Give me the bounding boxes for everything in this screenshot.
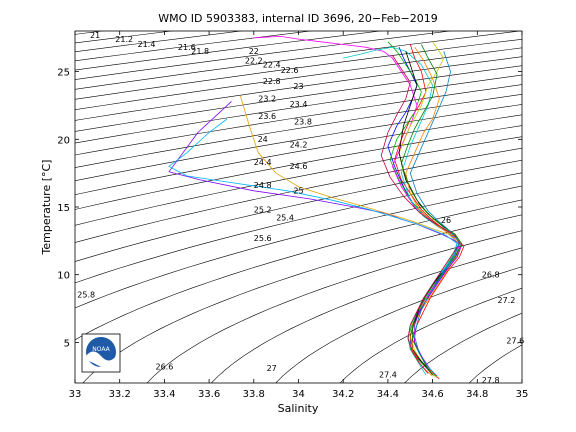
contour-label: 25.4 xyxy=(276,214,294,223)
density-contour-line xyxy=(75,31,522,90)
contour-label: 27.2 xyxy=(497,296,515,305)
x-tick-label: 34.4 xyxy=(377,389,399,400)
contour-label: 21.2 xyxy=(115,35,133,44)
profile-line xyxy=(168,118,458,274)
density-contour-line xyxy=(75,65,522,132)
contour-label: 22.4 xyxy=(263,61,281,70)
noaa-logo: NOAA xyxy=(81,333,121,373)
profile-line xyxy=(409,51,460,377)
y-tick-label: 5 xyxy=(64,338,70,349)
x-tick-label: 33 xyxy=(69,389,82,400)
contour-label: 22.8 xyxy=(263,77,281,86)
x-tick-label: 33.2 xyxy=(109,389,131,400)
contour-label: 24.8 xyxy=(254,181,272,190)
x-tick-label: 34.2 xyxy=(332,389,354,400)
x-tick-label: 34.6 xyxy=(421,389,443,400)
contour-label: 25.8 xyxy=(77,291,95,300)
x-tick-label: 34.8 xyxy=(466,389,488,400)
density-contour-line xyxy=(146,230,522,383)
contour-label: 23.6 xyxy=(258,112,276,121)
x-tick-label: 34 xyxy=(292,389,305,400)
density-contour-line xyxy=(75,31,453,80)
profile-series xyxy=(168,36,465,380)
noaa-logo-text: NOAA xyxy=(92,346,110,353)
density-contour-line xyxy=(404,312,522,383)
contour-label: 27.4 xyxy=(379,371,397,380)
chart-title: WMO ID 5903383, internal ID 3696, 20−Feb… xyxy=(158,12,438,25)
contour-label: 24.2 xyxy=(290,140,308,149)
contour-label: 21.8 xyxy=(191,47,209,56)
contour-label: 27.6 xyxy=(506,337,524,346)
contour-label: 27 xyxy=(267,364,277,373)
density-contour-line xyxy=(75,38,522,100)
contour-label: 25.2 xyxy=(254,205,272,214)
contour-label: 23 xyxy=(293,82,303,91)
x-tick-label: 33.6 xyxy=(198,389,220,400)
noaa-logo-wave xyxy=(86,351,116,369)
x-tick-label: 35 xyxy=(516,389,529,400)
density-contour-line xyxy=(75,136,522,226)
contour-label: 26 xyxy=(441,216,451,225)
contour-label: 21.6 xyxy=(178,43,196,52)
density-contour-line xyxy=(210,247,522,383)
y-axis-label: Temperature [°C] xyxy=(40,160,53,256)
contour-label: 26.6 xyxy=(155,363,173,372)
contour-label: 21 xyxy=(90,31,100,40)
contour-label: 24 xyxy=(258,135,268,144)
density-contour-line xyxy=(75,47,522,111)
x-axis-label: Salinity xyxy=(278,402,319,415)
axes: 33 33.2 33.4 33.6 33.8 34 34.2 34.4 34.6 34.8 35 5 1… xyxy=(57,30,529,400)
contour-label: 23.2 xyxy=(258,94,276,103)
density-contour-line xyxy=(75,199,522,341)
contour-label: 22 xyxy=(249,47,259,56)
y-tick-label: 25 xyxy=(57,68,70,79)
contour-label: 24.6 xyxy=(290,162,308,171)
contour-label: 22.6 xyxy=(281,66,299,75)
x-tick-label: 33.4 xyxy=(153,389,175,400)
x-tick-label: 33.8 xyxy=(243,389,265,400)
contour-label: 22.2 xyxy=(245,57,263,66)
profile-line xyxy=(240,95,460,244)
contour-label: 26.8 xyxy=(482,270,500,279)
density-contour-line xyxy=(75,56,522,121)
contour-label: 27.8 xyxy=(482,376,500,385)
profile-line xyxy=(405,46,463,377)
contour-label: 23.8 xyxy=(294,117,312,126)
contour-label: 25 xyxy=(293,187,303,196)
density-contour-line xyxy=(82,214,522,383)
y-tick-label: 20 xyxy=(57,135,70,146)
contour-label: 25.6 xyxy=(254,234,272,243)
density-contour-line xyxy=(339,287,522,383)
profile-line xyxy=(343,46,458,376)
profile-line xyxy=(380,55,460,374)
contour-label: 21.4 xyxy=(138,40,156,49)
contour-label: 24.4 xyxy=(254,158,272,167)
profile-line xyxy=(168,101,463,370)
y-tick-label: 15 xyxy=(57,203,70,214)
density-contour-line xyxy=(275,266,522,383)
density-contour-line xyxy=(75,125,522,210)
y-tick-label: 10 xyxy=(57,271,70,282)
density-contour-line xyxy=(75,147,522,243)
contour-label: 23.4 xyxy=(290,100,308,109)
density-contour-line xyxy=(75,159,522,262)
